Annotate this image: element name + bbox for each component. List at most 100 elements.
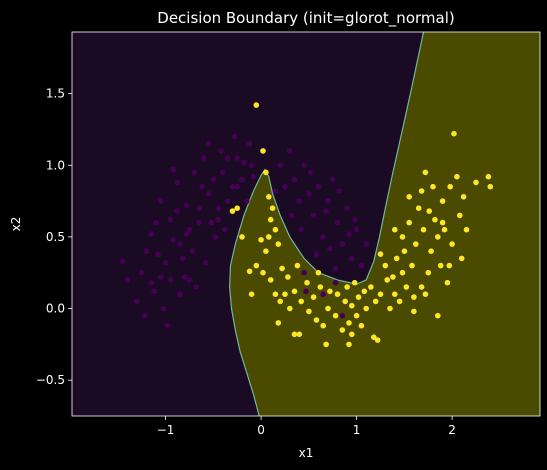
class-1-point [279,265,285,272]
class-0-point [215,216,221,223]
class-1-point [260,148,266,154]
class-0-point [353,226,360,233]
class-1-point [371,334,377,341]
class-1-point [363,305,370,312]
class-0-point [291,176,298,183]
class-0-point [205,141,212,147]
class-0-point [296,198,303,204]
class-0-point [241,159,247,166]
class-1-point [393,255,400,262]
class-1-point [420,226,427,233]
class-1-point [411,294,417,300]
class-1-point [403,284,410,290]
decision-boundary-line [228,32,425,416]
class-1-point [399,234,406,240]
class-1-point [323,341,329,348]
class-1-point [260,269,266,276]
class-1-point [317,284,324,290]
class-0-point [218,148,224,154]
class-0-point [174,179,180,186]
class-1-point [246,268,253,275]
class-1-point [349,331,355,338]
class-0-point [148,279,155,286]
class-1-point [377,291,384,298]
class-1-point [401,248,408,254]
class-1-point [396,298,403,305]
class-1-point [377,251,384,257]
class-0-point [363,241,370,247]
class-1-point [263,169,269,176]
class-0-point [170,166,176,173]
class-0-point [202,259,209,266]
class-1-point [263,248,269,254]
y-tick-label: 0.5 [46,230,65,244]
class-0-point [325,198,331,204]
class-1-point [267,277,274,283]
class-1-point [409,262,415,269]
class-0-point [124,277,131,283]
class-0-point [272,188,279,194]
class-1-point [463,226,470,233]
class-1-point [428,248,434,254]
class-1-point [287,305,293,312]
plot-area [72,32,540,416]
class-0-point [183,202,190,209]
class-0-point [239,176,245,183]
class-1-point [368,284,374,290]
class-1-point [487,183,494,190]
class-1-point [437,262,444,269]
class-1-point [430,183,436,190]
class-1-point [327,288,333,295]
class-1-point [384,277,391,283]
class-0-point [358,262,365,269]
class-1-point [344,284,350,290]
class-0-point [224,155,231,161]
class-0-point [248,162,255,169]
class-0-point [196,219,202,226]
class-0-point [177,291,183,298]
class-0-point [180,255,186,262]
class-0-point [119,258,126,265]
class-0-point [298,226,305,233]
class-0-point [277,162,284,169]
class-0-point [339,241,346,247]
class-1-point [399,269,406,276]
decision-regions [72,32,540,416]
class-0-point [183,231,190,237]
class-1-point [294,262,301,269]
class-0-point [306,191,312,197]
class-0-point [186,277,193,283]
x-tick-label: 1 [353,423,361,437]
class-0-point [351,216,358,223]
class-1-point [418,284,425,290]
class-0-point [151,288,157,295]
class-1-point [332,312,339,319]
class-0-point [164,322,171,329]
class-1-point [291,331,298,338]
class-1-point [406,194,413,200]
class-0-point [138,269,145,276]
class-1-point [275,241,282,247]
class-0-point [323,208,329,214]
class-1-point [325,305,331,312]
class-1-point [415,205,422,211]
class-1-point [439,219,446,226]
class-0-point [196,205,202,211]
class-0-point [332,279,339,286]
class-1-point [277,298,284,305]
class-0-point [327,245,333,252]
class-0-point [303,288,309,295]
class-0-point [282,183,288,190]
class-1-point [390,274,396,280]
class-0-point [301,162,307,169]
x-tick-label: −1 [157,423,175,437]
class-0-point [170,237,176,243]
x-axis-label: x1 [299,446,314,460]
class-1-point [458,255,465,262]
class-1-point [425,269,432,276]
class-1-point [229,208,236,214]
class-0-point [310,212,317,219]
class-1-point [239,234,245,240]
class-0-point [287,148,293,154]
class-1-point [418,188,425,194]
